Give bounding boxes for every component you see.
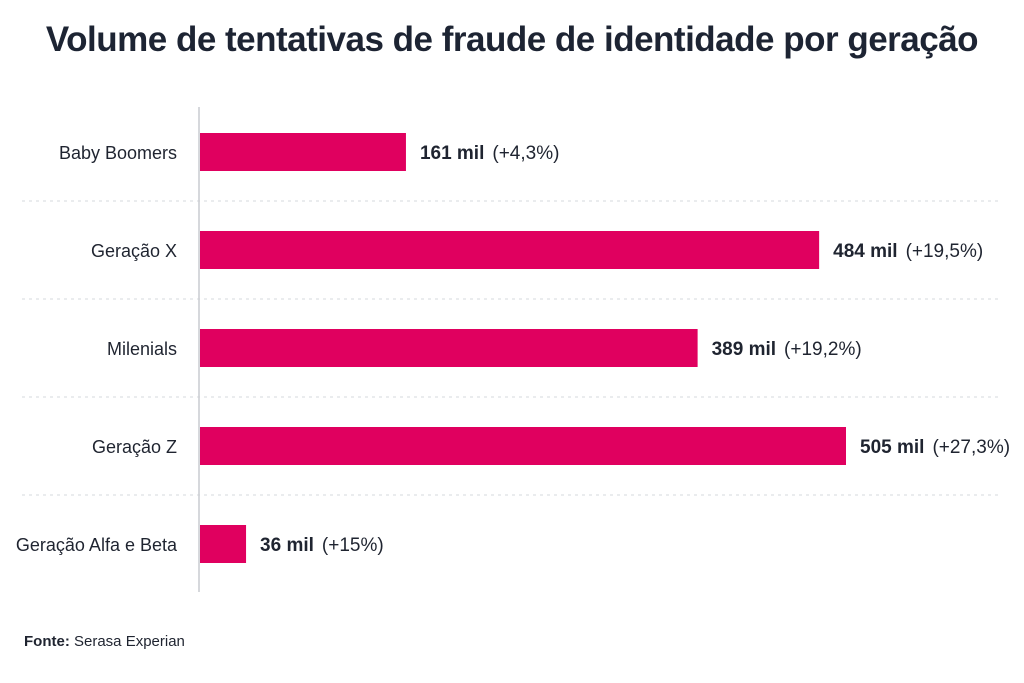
- bar: [200, 525, 247, 563]
- data-change: (+27,3%): [932, 437, 1010, 458]
- bar: [200, 329, 698, 367]
- data-change: (+19,2%): [784, 339, 862, 360]
- chart-title: Volume de tentativas de fraude de identi…: [45, 20, 979, 59]
- data-label: 505 mil (+27,3%): [860, 437, 1010, 458]
- data-change: (+19,5%): [906, 241, 984, 262]
- category-label: Milenials: [107, 339, 177, 359]
- data-value: 505 mil: [860, 437, 924, 458]
- data-value: 389 mil: [712, 339, 776, 360]
- data-value: 484 mil: [833, 241, 897, 262]
- category-label: Baby Boomers: [59, 143, 177, 163]
- data-value: 36 mil: [260, 535, 314, 556]
- source-label: Fonte:: [24, 633, 70, 650]
- source-text: Serasa Experian: [74, 633, 185, 650]
- data-label: 484 mil (+19,5%): [833, 241, 983, 262]
- data-label: 389 mil (+19,2%): [712, 339, 862, 360]
- data-change: (+4,3%): [492, 143, 559, 164]
- data-value: 161 mil: [420, 143, 484, 164]
- category-label: Geração Z: [92, 437, 177, 457]
- data-label: 161 mil (+4,3%): [420, 143, 560, 164]
- data-change: (+15%): [322, 535, 384, 556]
- bar: [200, 427, 846, 465]
- bar: [200, 231, 820, 269]
- source-note: Fonte: Serasa Experian: [24, 633, 185, 650]
- bar: [200, 133, 406, 171]
- category-label: Geração Alfa e Beta: [16, 535, 178, 555]
- category-label: Geração X: [91, 241, 177, 261]
- data-label: 36 mil (+15%): [260, 535, 384, 556]
